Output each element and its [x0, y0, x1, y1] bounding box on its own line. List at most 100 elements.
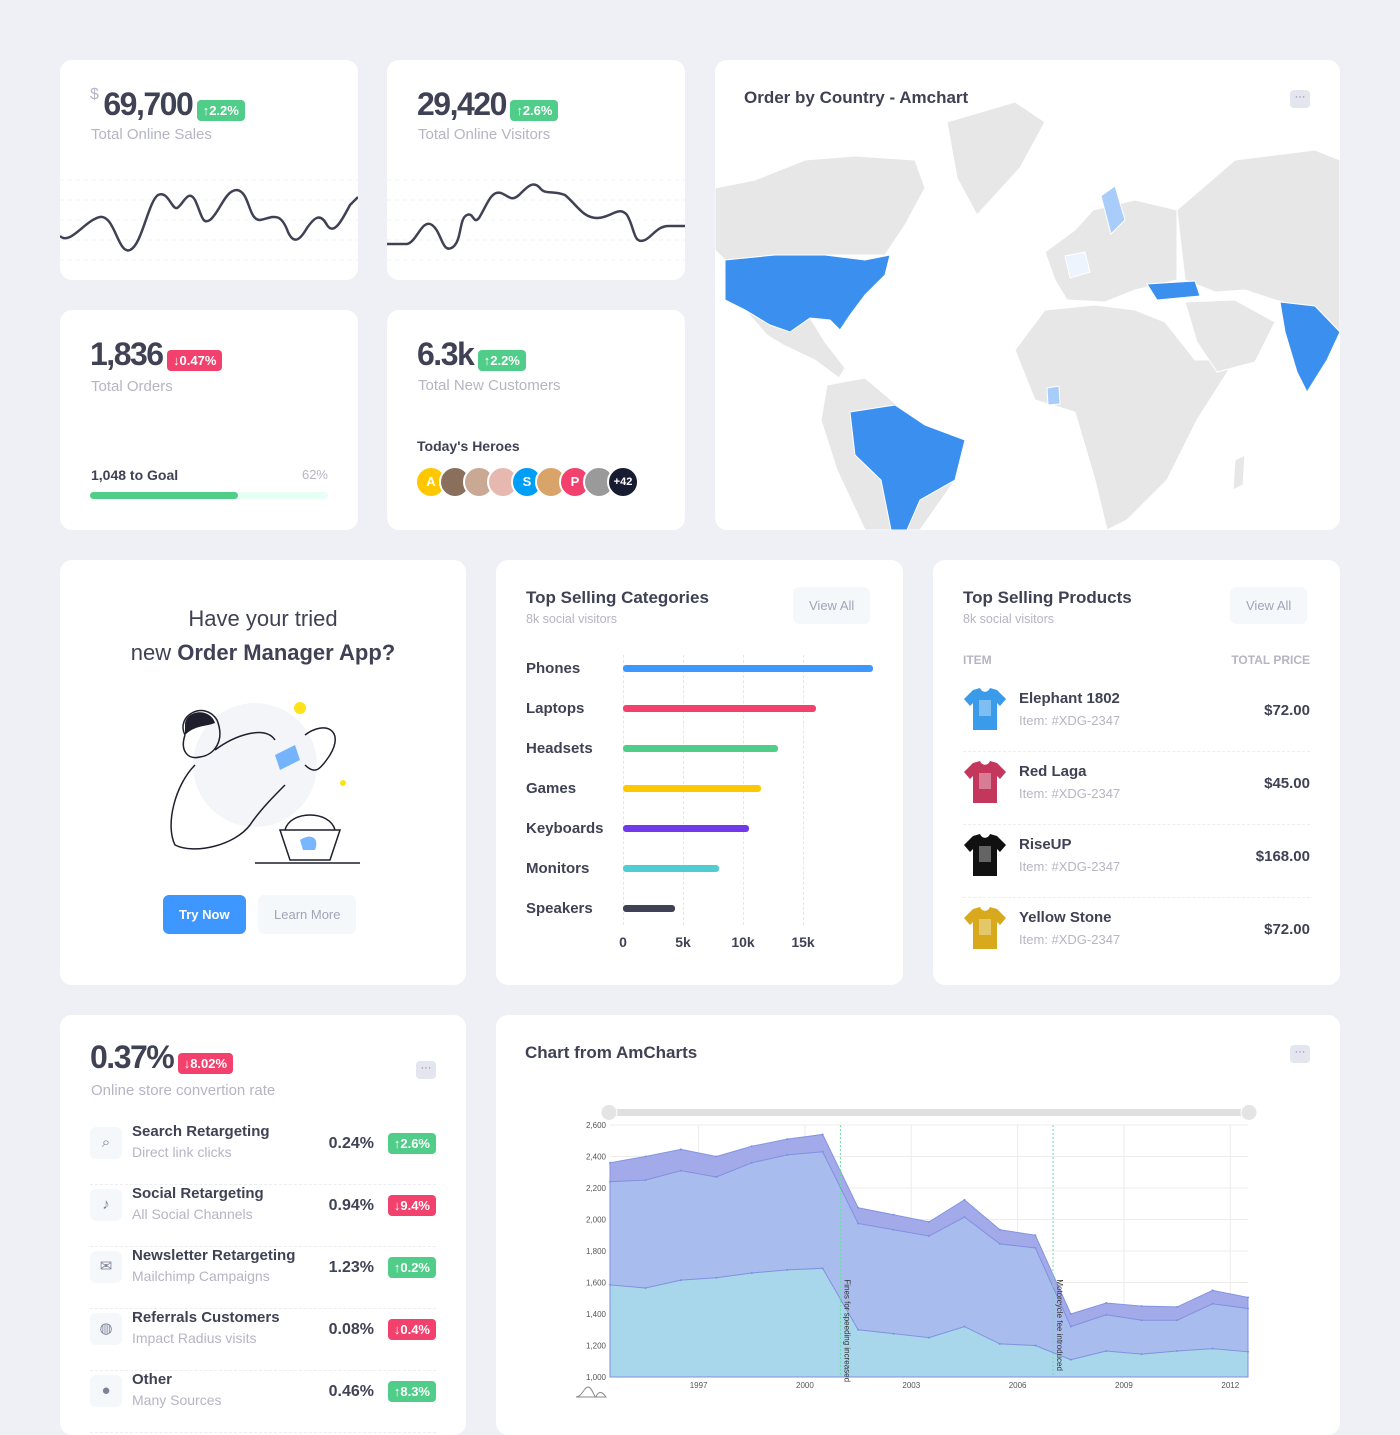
map-brazil [849, 404, 966, 530]
world-map[interactable] [715, 60, 1340, 530]
row-title: Social Retargeting [132, 1185, 264, 1202]
data-point [1211, 1347, 1214, 1350]
customers-label: Total New Customers [418, 377, 561, 394]
orders-change-badge: ↓0.47% [167, 350, 223, 372]
learn-more-button[interactable]: Learn More [258, 895, 357, 934]
customers-change-badge: ↑2.2% [477, 350, 526, 372]
scrollbar-track[interactable] [608, 1109, 1250, 1116]
map-united-states [724, 254, 891, 333]
x-tick-label: 2009 [1115, 1381, 1133, 1390]
data-point [715, 1276, 718, 1279]
row-subtitle: All Social Channels [132, 1206, 253, 1222]
conversion-row[interactable]: ♪ Social Retargeting All Social Channels… [90, 1185, 436, 1247]
x-tick-label: 15k [791, 934, 815, 950]
column-header-price: TOTAL PRICE [1231, 653, 1310, 667]
more-dots-icon[interactable]: ··· [1290, 90, 1310, 108]
data-point [1247, 1296, 1249, 1299]
data-point [1211, 1289, 1214, 1292]
row-subtitle: Mailchimp Campaigns [132, 1268, 270, 1284]
conversion-row[interactable]: ● Other Many Sources 0.46% ↑8.3% [90, 1371, 436, 1433]
bar-phones[interactable] [623, 665, 873, 672]
map-india [1279, 301, 1340, 394]
data-point [786, 1153, 789, 1156]
map-title: Order by Country - Amchart [744, 88, 969, 107]
more-dots-icon[interactable]: ··· [1290, 1045, 1310, 1063]
data-point [1069, 1358, 1072, 1361]
conversion-row[interactable]: ◍ Referrals Customers Impact Radius visi… [90, 1309, 436, 1371]
data-point [609, 1180, 611, 1183]
data-point [1034, 1234, 1037, 1237]
y-tick-label: 1,200 [586, 1342, 607, 1351]
data-point [750, 1161, 753, 1164]
data-point [644, 1179, 647, 1182]
data-point [963, 1198, 966, 1201]
scrollbar-grip-handle[interactable] [600, 1104, 618, 1121]
data-point [715, 1155, 718, 1158]
product-price: $168.00 [1255, 848, 1310, 865]
data-point [892, 1213, 895, 1216]
row-title: Referrals Customers [132, 1309, 280, 1326]
data-point [609, 1161, 611, 1164]
promo-card: Have your tried new Order Manager App? T… [60, 560, 466, 985]
row-change-badge: ↑8.3% [387, 1381, 436, 1402]
row-change-badge: ↑0.2% [387, 1257, 436, 1278]
x-tick-label: 5k [675, 934, 691, 950]
goal-progress-fill [90, 492, 238, 499]
map-europe [1044, 199, 1178, 303]
tshirt-icon [964, 907, 1006, 949]
map-canada [715, 155, 926, 261]
visitors-card: 29,420 ↑2.6% Total Online Visitors [387, 60, 685, 280]
goal-percent: 62% [301, 467, 328, 482]
data-point [1140, 1305, 1143, 1308]
area-chart[interactable]: 1,000 1,200 1,400 1,600 1,800 2,000 2,200 2,400… [496, 1015, 1340, 1435]
conversion-value: 0.37% [90, 1039, 175, 1075]
map-card: Order by Country - Amchart ··· [715, 60, 1340, 530]
data-point [1105, 1350, 1108, 1353]
y-tick-label: 2,400 [586, 1153, 607, 1162]
tshirt-icon [964, 688, 1006, 730]
bar-games[interactable] [623, 785, 761, 792]
orders-label: Total Orders [91, 378, 173, 395]
row-subtitle: Many Sources [132, 1392, 222, 1408]
product-row[interactable]: Red Laga Item: #XDG-2347 $45.00 [963, 753, 1310, 825]
bar-keyboards[interactable] [623, 825, 749, 832]
data-point [1247, 1350, 1249, 1353]
sales-sparkline [60, 179, 358, 261]
products-title: Top Selling Products [963, 588, 1132, 607]
data-point [1034, 1344, 1037, 1347]
bar-headsets[interactable] [623, 745, 778, 752]
data-point [857, 1206, 860, 1209]
bar-speakers[interactable] [623, 905, 675, 912]
conversion-row[interactable]: ✉ Newsletter Retargeting Mailchimp Campa… [90, 1247, 436, 1309]
product-sku: Item: #XDG-2347 [1019, 786, 1121, 801]
hero-avatar[interactable]: +42 [607, 466, 639, 498]
x-tick-label: 2012 [1221, 1381, 1239, 1390]
map-greenland [946, 101, 1046, 216]
conversion-row[interactable]: ⌕ Search Retargeting Direct link clicks … [90, 1123, 436, 1185]
bar-monitors[interactable] [623, 865, 719, 872]
row-subtitle: Impact Radius visits [132, 1330, 257, 1346]
data-point [609, 1283, 611, 1286]
data-point [857, 1328, 860, 1331]
product-row[interactable]: Yellow Stone Item: #XDG-2347 $72.00 [963, 899, 1310, 971]
data-point [679, 1148, 682, 1151]
row-title: Search Retargeting [132, 1123, 270, 1140]
product-row[interactable]: RiseUP Item: #XDG-2347 $168.00 [963, 826, 1310, 898]
scrollbar-grip-handle[interactable] [1240, 1104, 1258, 1121]
data-point [821, 1133, 824, 1136]
products-subtitle: 8k social visitors [963, 612, 1054, 626]
product-row[interactable]: Elephant 1802 Item: #XDG-2347 $72.00 [963, 680, 1310, 752]
x-tick-label: 10k [731, 934, 755, 950]
category-label: Keyboards [526, 820, 604, 837]
bar-laptops[interactable] [623, 705, 817, 712]
try-now-button[interactable]: Try Now [163, 895, 246, 934]
data-point [857, 1222, 860, 1225]
map-sweden [1100, 185, 1126, 235]
categories-card: Top Selling Categories 8k social visitor… [496, 560, 903, 985]
map-ivory-coast [1046, 385, 1061, 406]
products-view-all-button[interactable]: View All [1230, 587, 1308, 624]
more-dots-icon[interactable]: ··· [416, 1061, 436, 1079]
search-icon: ⌕ [90, 1127, 122, 1159]
data-point [963, 1216, 966, 1219]
categories-view-all-button[interactable]: View All [793, 587, 871, 624]
